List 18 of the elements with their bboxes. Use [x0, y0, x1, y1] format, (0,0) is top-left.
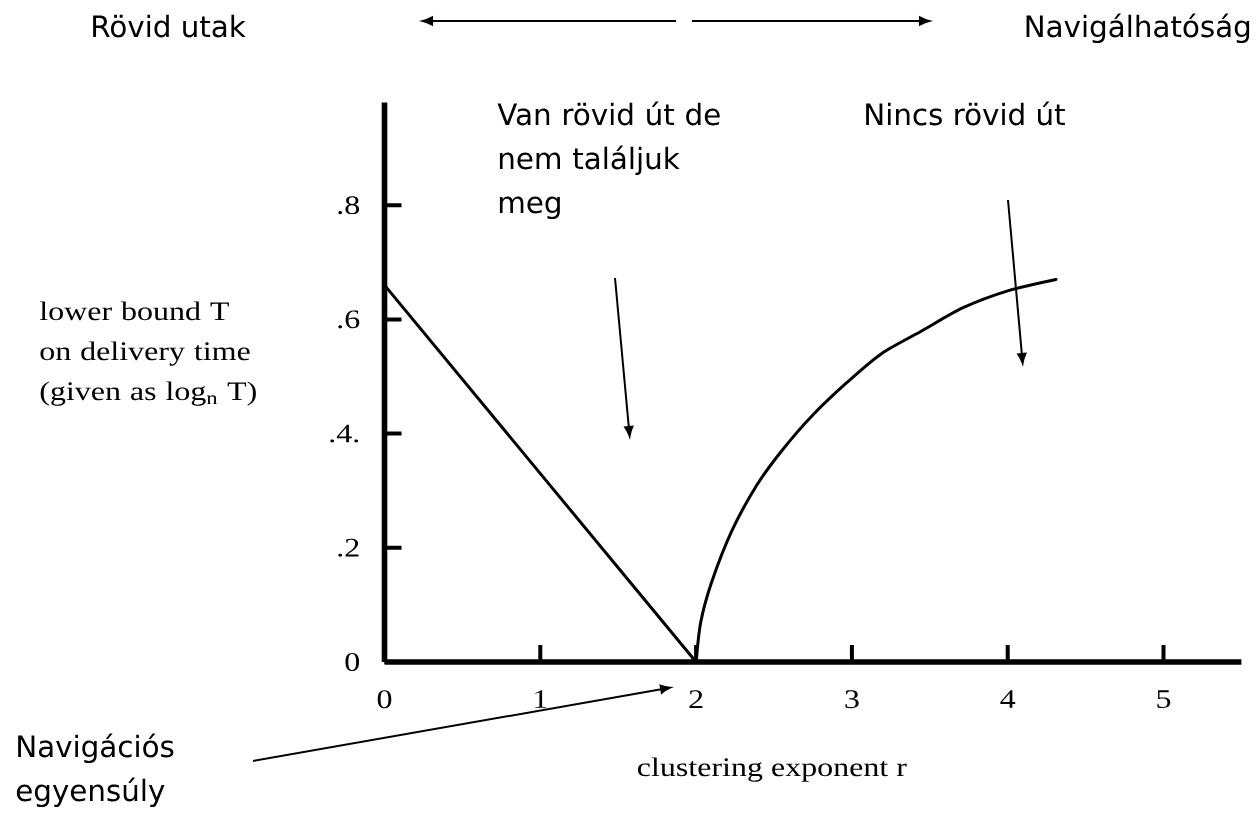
- text: Rövid utak: [93, 14, 246, 38]
- annotation: Nincs rövid út: [866, 101, 1065, 126]
- y-tick-label: .6: [338, 310, 360, 329]
- y-axis-title: lower bound T on delivery time (given as log$_{n}$ T): [39, 301, 256, 406]
- x-tick-label: 2: [689, 690, 703, 708]
- x-tick-label: 1: [535, 690, 547, 708]
- annotation: Van rövid út de nem találjuk meg: [497, 101, 720, 220]
- x-axis-title: clustering exponent r: [637, 757, 907, 782]
- y-tick-label: 0: [345, 652, 360, 671]
- x-tick-label: 4: [1000, 690, 1016, 708]
- y-tick-label: .8: [338, 196, 360, 215]
- x-tick-label: 0: [377, 690, 392, 709]
- y-tick-label: .4.: [330, 424, 359, 443]
- text: Navigálhatóság: [1026, 13, 1250, 44]
- y-tick-label: .2: [338, 538, 359, 557]
- x-tick-label: 5: [1157, 690, 1171, 708]
- text: Navigációs egyensúly: [16, 733, 174, 808]
- x-tick-label: 3: [845, 690, 859, 709]
